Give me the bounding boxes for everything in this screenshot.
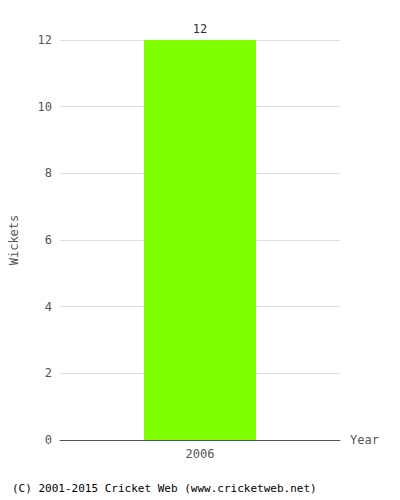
svg-text:2: 2 [45,366,52,380]
svg-text:4: 4 [45,300,52,314]
svg-text:Wickets: Wickets [7,215,21,266]
svg-text:(C) 2001-2015 Cricket Web (www: (C) 2001-2015 Cricket Web (www.cricketwe… [12,482,317,495]
svg-text:10: 10 [38,100,52,114]
svg-text:8: 8 [45,166,52,180]
svg-text:6: 6 [45,233,52,247]
svg-text:Year: Year [350,433,379,447]
svg-text:12: 12 [38,33,52,47]
svg-text:12: 12 [193,22,207,36]
svg-text:2006: 2006 [186,447,215,461]
svg-text:0: 0 [45,433,52,447]
